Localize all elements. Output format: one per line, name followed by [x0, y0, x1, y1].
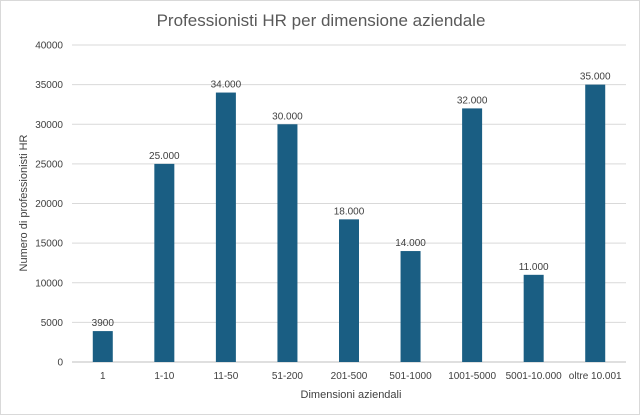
bar: [585, 84, 606, 362]
y-tick-label: 10000: [35, 278, 63, 289]
x-tick-label: 1001-5000: [448, 371, 496, 382]
bar: [92, 331, 113, 362]
data-label: 14.000: [395, 238, 426, 249]
data-label: 35.000: [580, 72, 611, 83]
data-label: 25.000: [149, 151, 180, 162]
data-label: 11.000: [519, 262, 549, 273]
x-tick-label: 11-50: [213, 371, 238, 382]
data-label: 32.000: [457, 95, 488, 106]
x-tick-label: 1: [100, 371, 106, 382]
chart-title: Professionisti HR per dimensione azienda…: [157, 11, 486, 30]
y-tick-label: 20000: [35, 199, 63, 210]
bar: [154, 163, 175, 362]
y-tick-label: 15000: [35, 239, 63, 250]
x-tick-labels: 1 1-10 11-50 51-200 201-500 501-1000 1001-5000…: [100, 371, 622, 382]
data-label: 30.000: [272, 111, 303, 122]
bars: [92, 84, 606, 363]
x-tick-label: 1-10: [154, 371, 174, 382]
bar: [277, 124, 298, 362]
y-tick-labels: 0 5000 10000 15000 20000 25000 30000 35000 40000: [35, 41, 63, 369]
x-tick-label: 5001-10.000: [506, 371, 563, 382]
bar: [462, 108, 483, 363]
x-tick-label: 501-1000: [389, 371, 432, 382]
x-axis-title: Dimensioni aziendali: [301, 389, 402, 401]
y-tick-label: 40000: [35, 41, 63, 52]
y-tick-label: 0: [57, 358, 63, 369]
data-label: 3900: [92, 318, 115, 329]
data-label: 18.000: [334, 206, 365, 217]
x-tick-label: oltre 10.001: [569, 371, 622, 382]
bar: [523, 274, 544, 362]
y-tick-label: 25000: [35, 159, 63, 170]
y-axis-title: Numero di professionisti HR: [18, 134, 30, 271]
x-tick-label: 51-200: [272, 371, 304, 382]
y-tick-label: 30000: [35, 120, 63, 131]
bar: [215, 92, 236, 363]
y-tick-label: 5000: [41, 318, 64, 329]
y-tick-label: 35000: [35, 80, 63, 91]
data-label: 34.000: [211, 80, 242, 91]
bar: [400, 251, 421, 362]
bar: [339, 219, 359, 362]
data-labels: 3900 25.000 34.000 30.000 18.000 14.000 32.000…: [92, 72, 611, 329]
x-tick-label: 201-500: [331, 371, 368, 382]
